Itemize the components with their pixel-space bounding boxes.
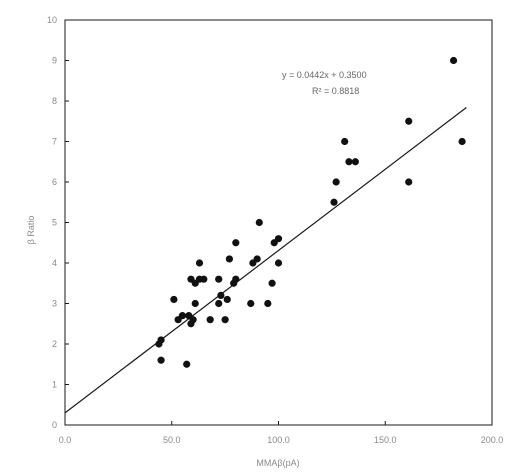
- data-point: [264, 299, 272, 308]
- data-point: [157, 336, 165, 344]
- data-point: [189, 316, 197, 324]
- data-point: [341, 137, 349, 146]
- data-point: [232, 239, 240, 247]
- data-point: [247, 299, 255, 308]
- data-point: [274, 235, 283, 243]
- data-point: [255, 218, 263, 227]
- data-point: [405, 178, 413, 186]
- data-point: [183, 360, 191, 368]
- data-point: [458, 137, 466, 146]
- trendline: [64, 107, 467, 414]
- data-point: [223, 295, 231, 304]
- y-tick-label: 6: [52, 177, 57, 187]
- data-points: [155, 56, 466, 368]
- x-tick-label: 200.0: [481, 435, 504, 445]
- data-point: [217, 291, 225, 299]
- y-tick-label: 4: [52, 258, 57, 268]
- y-tick-label: 1: [52, 380, 57, 390]
- data-point: [232, 275, 240, 283]
- x-tick-label: 100.0: [267, 435, 290, 445]
- data-point: [221, 316, 229, 324]
- data-point: [405, 117, 413, 125]
- data-point: [206, 316, 214, 324]
- data-point: [157, 356, 165, 364]
- equation-annotation: y = 0.0442x + 0.3500: [282, 70, 367, 80]
- data-point: [191, 299, 199, 308]
- y-tick-label: 5: [52, 218, 57, 228]
- data-point: [225, 255, 233, 263]
- y-axis-ticks: 0 1 2 3 4 5 6 7 8 9 10: [47, 15, 69, 430]
- data-point: [215, 275, 223, 283]
- y-tick-label: 9: [52, 56, 57, 66]
- data-point: [200, 275, 208, 283]
- data-point: [449, 56, 458, 65]
- y-tick-label: 10: [47, 15, 57, 25]
- data-point: [195, 259, 204, 267]
- y-tick-label: 3: [52, 299, 57, 309]
- data-point: [332, 178, 340, 186]
- x-axis-label: MMAβ(pA): [256, 458, 299, 468]
- data-point: [178, 312, 187, 320]
- r2-annotation: R² = 0.8818: [312, 86, 359, 96]
- x-tick-label: 0.0: [59, 435, 72, 445]
- y-axis-label: β Ratio: [26, 216, 36, 245]
- y-tick-label: 7: [52, 137, 57, 147]
- data-point: [268, 279, 276, 287]
- data-point: [330, 198, 338, 206]
- x-axis-ticks: 0.0 50.0 100.0 150.0 200.0: [59, 421, 504, 445]
- x-tick-label: 50.0: [163, 435, 181, 445]
- data-point: [345, 158, 353, 166]
- data-point: [215, 299, 223, 308]
- data-point: [351, 158, 359, 166]
- x-tick-label: 150.0: [374, 435, 397, 445]
- data-point: [170, 295, 178, 304]
- y-tick-label: 2: [52, 339, 57, 349]
- y-tick-label: 8: [52, 96, 57, 106]
- data-point: [253, 255, 261, 263]
- y-tick-label: 0: [52, 420, 57, 430]
- data-point: [274, 259, 283, 267]
